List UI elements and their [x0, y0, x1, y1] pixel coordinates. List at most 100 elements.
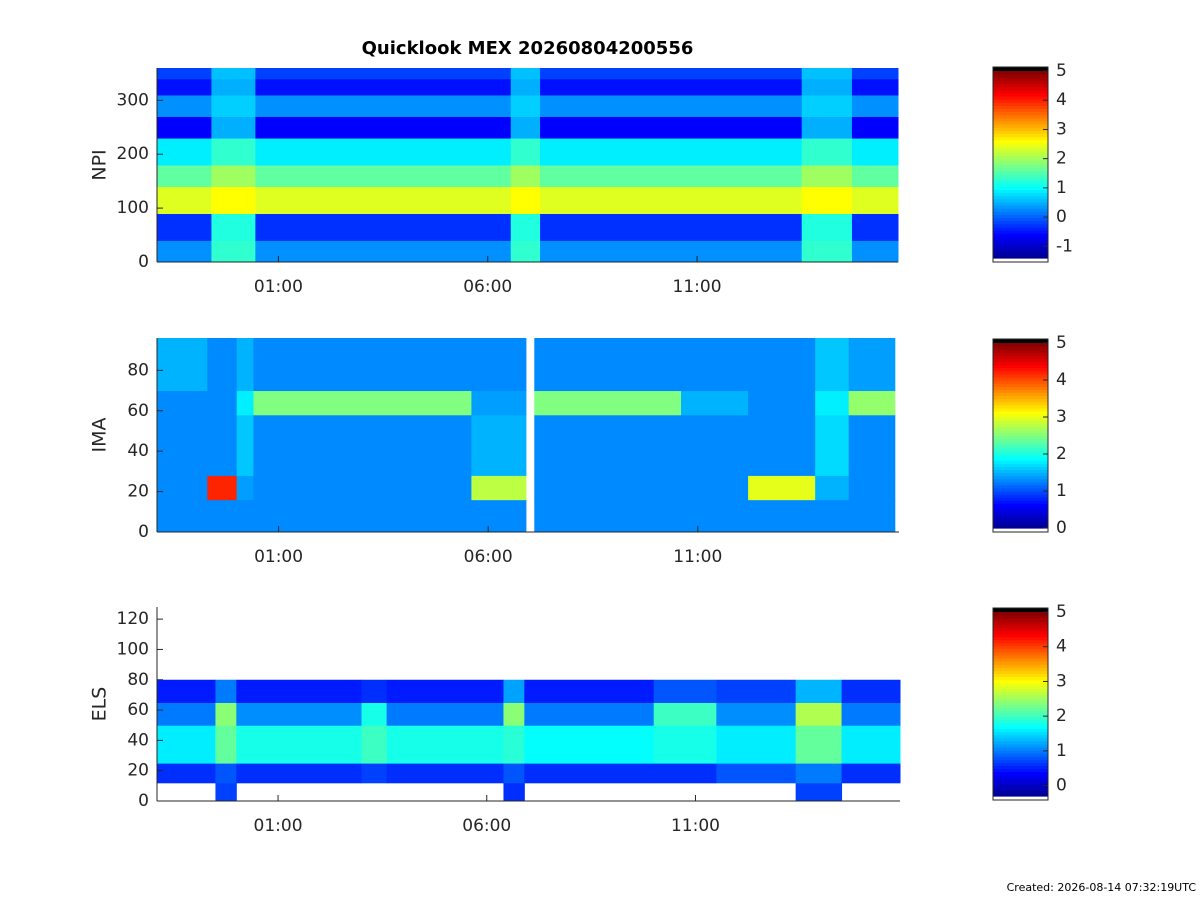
colorbar-step — [993, 645, 1048, 650]
colorbar-step — [993, 500, 1048, 504]
colorbar-step — [993, 189, 1048, 194]
colorbar-tick-label: 4 — [1056, 370, 1067, 390]
colorbar-frame — [992, 338, 1049, 533]
colorbar-step — [993, 469, 1048, 474]
colorbar-step — [993, 343, 1048, 347]
heat-cell — [534, 499, 682, 533]
y-tick-label: 300 — [117, 90, 149, 110]
colorbar-step — [993, 152, 1048, 156]
x-tick-label: 01:00 — [254, 277, 303, 297]
heat-cell — [471, 475, 527, 501]
heat-cell — [795, 725, 843, 764]
colorbar-step — [993, 242, 1048, 247]
heat-cell — [524, 763, 655, 784]
heat-cell — [361, 725, 388, 764]
heat-cell — [801, 240, 853, 263]
colorbar-step — [993, 74, 1048, 78]
colorbar-step — [993, 771, 1048, 776]
colorbar-step — [993, 661, 1048, 665]
colorbar-step — [993, 139, 1048, 144]
heat-cell — [540, 78, 803, 96]
colorbar-step — [993, 186, 1048, 191]
colorbar-step — [993, 518, 1048, 523]
heat-cell — [255, 138, 512, 166]
heat-cell — [253, 414, 472, 476]
heat-cell — [361, 679, 388, 703]
colorbar-step — [993, 651, 1048, 656]
heat-cell — [681, 475, 749, 501]
colorbar-step — [993, 722, 1048, 727]
heat-cell — [681, 390, 749, 416]
heat-cell — [510, 213, 541, 241]
heat-cell — [471, 414, 527, 476]
heat-cell — [795, 782, 843, 802]
colorbar-step — [993, 233, 1048, 237]
colorbar-step — [993, 86, 1048, 91]
colorbar-under — [993, 258, 1048, 262]
colorbar-step — [993, 173, 1048, 178]
colorbar-step — [993, 664, 1048, 668]
colorbar-step — [993, 509, 1048, 514]
colorbar-step — [993, 491, 1048, 495]
heat-cell — [215, 763, 237, 784]
heat-cell — [215, 702, 237, 726]
colorbar-step — [993, 481, 1048, 486]
colorbar-step — [993, 725, 1048, 730]
colorbar-step — [993, 426, 1048, 430]
colorbar-step — [993, 658, 1048, 662]
y-tick-label: 40 — [127, 730, 149, 750]
colorbar-step — [993, 441, 1048, 446]
heat-cell — [851, 165, 899, 188]
colorbar-step — [993, 346, 1048, 350]
heat-cell — [681, 414, 749, 476]
colorbar-step — [993, 254, 1048, 259]
heat-cell — [851, 78, 899, 96]
colorbar-step — [993, 77, 1048, 81]
colorbar-tick-label: 5 — [1056, 61, 1067, 81]
heat-cell — [681, 338, 749, 392]
colorbar-step — [993, 192, 1048, 197]
heat-cell — [653, 702, 717, 726]
heat-cell — [157, 213, 212, 241]
colorbar-under — [993, 796, 1048, 800]
heat-cell — [255, 68, 512, 80]
heat-cell — [653, 725, 717, 764]
colorbar-step — [993, 127, 1048, 131]
colorbar-step — [993, 401, 1048, 406]
heat-cell — [851, 94, 899, 117]
colorbar-step — [993, 361, 1048, 366]
heat-cell — [540, 186, 803, 214]
colorbar-step — [993, 198, 1048, 203]
heat-cell — [841, 763, 901, 784]
created-note: Created: 2026-08-14 07:32:19UTC — [1007, 881, 1197, 894]
heat-cell — [801, 78, 853, 96]
colorbar-step — [993, 349, 1048, 353]
colorbar-step — [993, 438, 1048, 443]
heat-cell — [361, 702, 388, 726]
colorbar-step — [993, 404, 1048, 409]
y-tick-label: 20 — [127, 761, 149, 781]
heat-cell — [510, 240, 541, 263]
colorbar-tick-label: 4 — [1056, 90, 1067, 110]
colorbar-step — [993, 236, 1048, 240]
y-tick-label: 20 — [127, 482, 149, 502]
chart-title: Quicklook MEX 20260804200556 — [362, 38, 694, 59]
colorbar-tick-label: 0 — [1056, 518, 1067, 538]
colorbar-step — [993, 102, 1048, 106]
heat-cell — [157, 679, 216, 703]
heat-cell — [471, 338, 527, 392]
colorbar-tick-label: -1 — [1056, 236, 1073, 256]
heat-cell — [211, 165, 256, 188]
colorbar-step — [993, 251, 1048, 256]
heat-cell — [157, 763, 216, 784]
colorbar-step — [993, 208, 1048, 212]
colorbar-step — [993, 679, 1048, 684]
colorbar-step — [993, 201, 1048, 206]
heat-cell — [211, 213, 256, 241]
colorbar-step — [993, 780, 1048, 785]
colorbar-step — [993, 765, 1048, 769]
colorbar-step — [993, 392, 1048, 397]
colorbar-step — [993, 624, 1048, 628]
y-tick-label: 80 — [127, 360, 149, 380]
heat-cell — [157, 186, 212, 214]
